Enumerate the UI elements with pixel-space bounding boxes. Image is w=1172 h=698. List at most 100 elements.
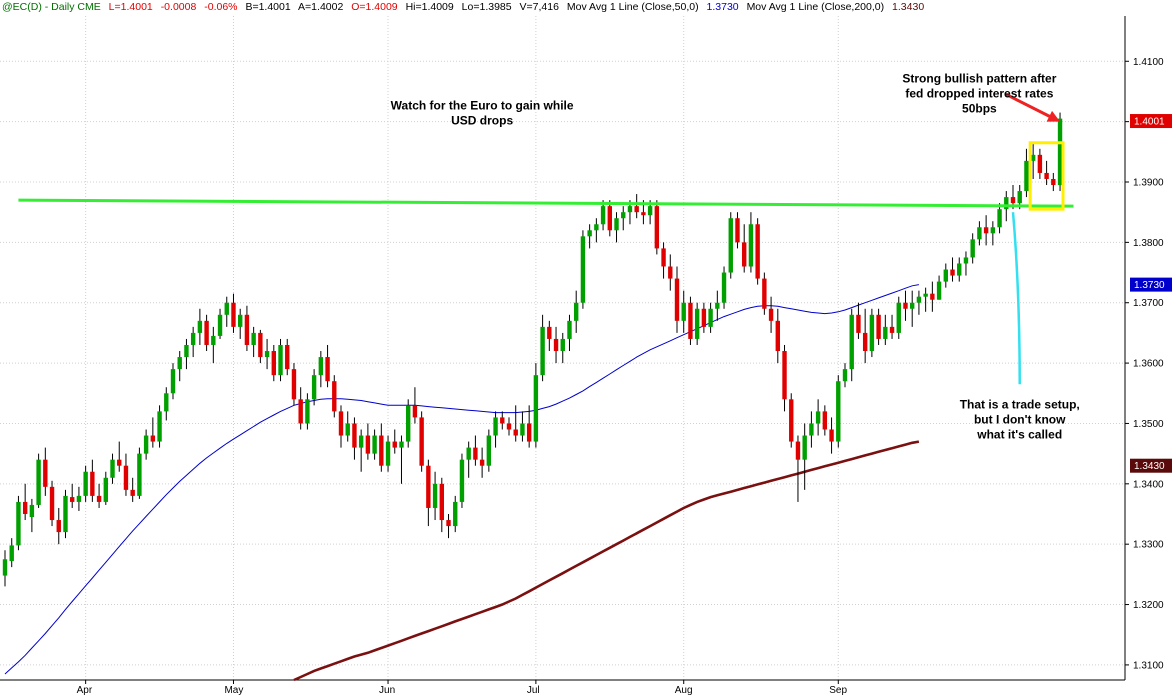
price-label-box xyxy=(1130,114,1172,129)
candle-down xyxy=(90,471,95,496)
y-tick-label: 1.3400 xyxy=(1133,479,1164,490)
candle-up xyxy=(345,423,350,436)
candle-up xyxy=(957,263,962,276)
price-label-text: 1.3430 xyxy=(1134,461,1165,472)
candle-up xyxy=(997,209,1002,228)
annotation-line: 50bps xyxy=(962,101,997,115)
candle-down xyxy=(123,465,129,490)
candle-down xyxy=(930,293,935,300)
candle-up xyxy=(943,269,948,282)
candle-up xyxy=(63,495,68,533)
y-tick-label: 1.3900 xyxy=(1133,178,1164,189)
candle-down xyxy=(755,224,760,279)
candle-down xyxy=(829,429,834,442)
candle-down xyxy=(553,338,559,352)
candle-up xyxy=(802,435,807,460)
candle-up xyxy=(728,218,733,273)
candle-down xyxy=(795,441,801,460)
candle-up xyxy=(600,206,606,225)
ma50-line xyxy=(4,284,919,675)
candle-up xyxy=(76,495,82,502)
candles xyxy=(2,112,1063,587)
candle-up xyxy=(83,471,88,496)
candle-up xyxy=(1024,160,1029,192)
candle-down xyxy=(641,212,646,216)
open-price: O=1.4009 xyxy=(351,1,398,13)
candle-up xyxy=(1057,118,1063,186)
candle-down xyxy=(688,302,693,339)
candle-up xyxy=(486,435,492,466)
candle-up xyxy=(963,257,969,264)
y-tick-label: 1.3100 xyxy=(1133,660,1164,671)
candle-up xyxy=(170,369,176,394)
candle-down xyxy=(473,447,478,460)
x-tick-label: Jun xyxy=(379,685,395,696)
candle-down xyxy=(500,417,505,424)
candle-down xyxy=(49,486,55,521)
y-tick-label: 1.3600 xyxy=(1133,359,1164,370)
candle-down xyxy=(513,429,518,436)
candle-up xyxy=(869,314,875,352)
x-tick-label: Apr xyxy=(77,685,93,696)
candle-down xyxy=(117,459,122,466)
candle-down xyxy=(654,206,660,249)
candle-down xyxy=(789,399,794,442)
candle-up xyxy=(883,326,888,339)
candle-down xyxy=(822,411,828,430)
candle-down xyxy=(862,332,868,352)
candle-up xyxy=(16,501,21,546)
y-tick-label: 1.3300 xyxy=(1133,540,1164,551)
candle-down xyxy=(768,308,774,321)
setup-marker-line xyxy=(1011,212,1021,385)
candle-down xyxy=(782,351,787,400)
low-price: Lo=1.3985 xyxy=(461,1,512,13)
candle-up xyxy=(385,441,391,466)
candle-up xyxy=(916,296,922,303)
candle-down xyxy=(674,278,680,321)
candle-down xyxy=(130,489,135,496)
candle-up xyxy=(372,435,377,454)
candle-up xyxy=(311,375,317,400)
candle-down xyxy=(775,320,780,352)
chart-annotation: Watch for the Euro to gain while USD drop… xyxy=(391,99,574,128)
y-tick-label: 1.3700 xyxy=(1133,298,1164,309)
candle-up xyxy=(184,344,189,358)
candle-down xyxy=(271,351,276,376)
candle-up xyxy=(587,230,592,237)
chart-annotation: Strong bullish pattern after fed dropped … xyxy=(902,71,1056,115)
candle-up xyxy=(466,447,471,460)
candle-up xyxy=(399,441,404,448)
annotation-line: That is a trade setup, xyxy=(960,397,1080,411)
candle-up xyxy=(493,417,498,436)
candle-up xyxy=(1004,197,1009,210)
candle-up xyxy=(560,338,565,352)
candle-up xyxy=(103,477,108,502)
price-label-box xyxy=(1130,458,1172,473)
candle-down xyxy=(701,308,707,327)
candle-down xyxy=(668,266,673,279)
candle-down xyxy=(856,314,861,333)
candle-up xyxy=(836,381,841,442)
candle-up xyxy=(197,320,203,333)
arrow-shaft xyxy=(1005,93,1055,120)
ma200-value: 1.3430 xyxy=(892,1,925,13)
candle-up xyxy=(627,206,633,213)
x-tick-label: May xyxy=(224,685,243,696)
candle-up xyxy=(190,332,196,345)
candle-down xyxy=(762,278,767,309)
candle-down xyxy=(876,314,881,339)
candle-up xyxy=(251,332,256,345)
candle-up xyxy=(177,357,182,370)
candle-up xyxy=(809,423,814,436)
candle-up xyxy=(540,326,545,376)
price-label-box xyxy=(1130,277,1172,292)
candle-down xyxy=(298,399,303,424)
x-tick-label: Aug xyxy=(675,685,693,696)
candle-up xyxy=(1017,191,1022,204)
candle-down xyxy=(426,465,431,508)
candle-up xyxy=(970,239,975,258)
chart-annotation: That is a trade setup, but I don't know wh… xyxy=(960,397,1080,441)
candle-up xyxy=(748,224,754,267)
candle-down xyxy=(231,302,236,327)
